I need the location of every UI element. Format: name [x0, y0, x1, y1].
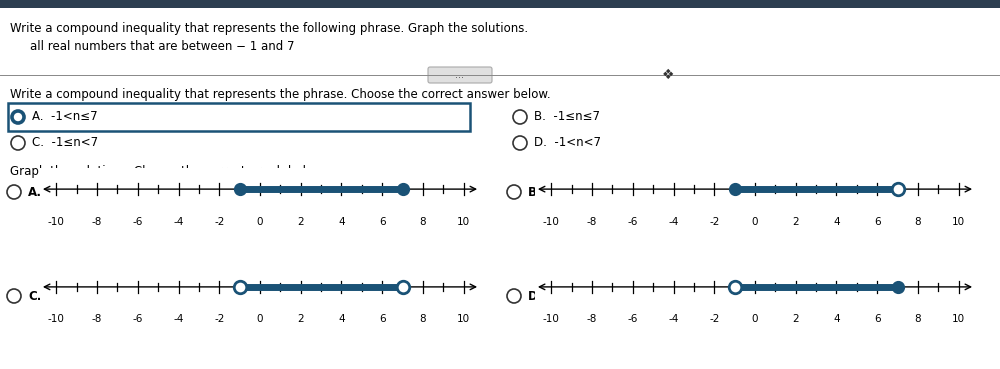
Text: C.: C. — [28, 290, 41, 303]
Text: A.  -1<n≤7: A. -1<n≤7 — [32, 110, 98, 124]
Text: A.: A. — [28, 186, 42, 199]
Text: B.  -1≤n≤7: B. -1≤n≤7 — [534, 110, 600, 124]
Text: B.: B. — [528, 186, 542, 199]
Text: C.  -1≤n<7: C. -1≤n<7 — [32, 137, 98, 149]
Text: Graph the solutions. Choose the correct graph below.: Graph the solutions. Choose the correct … — [10, 165, 325, 178]
Circle shape — [14, 114, 22, 121]
Text: D.: D. — [528, 290, 542, 303]
Text: Write a compound inequality that represents the following phrase. Graph the solu: Write a compound inequality that represe… — [10, 22, 528, 35]
Circle shape — [11, 110, 25, 124]
Text: all real numbers that are between − 1 and 7: all real numbers that are between − 1 an… — [30, 40, 294, 53]
FancyBboxPatch shape — [428, 67, 492, 83]
FancyBboxPatch shape — [0, 0, 1000, 8]
Text: ...: ... — [456, 70, 464, 80]
Text: Write a compound inequality that represents the phrase. Choose the correct answe: Write a compound inequality that represe… — [10, 88, 551, 101]
Text: D.  -1<n<7: D. -1<n<7 — [534, 137, 601, 149]
FancyBboxPatch shape — [8, 103, 470, 131]
Text: ❖: ❖ — [662, 68, 674, 82]
